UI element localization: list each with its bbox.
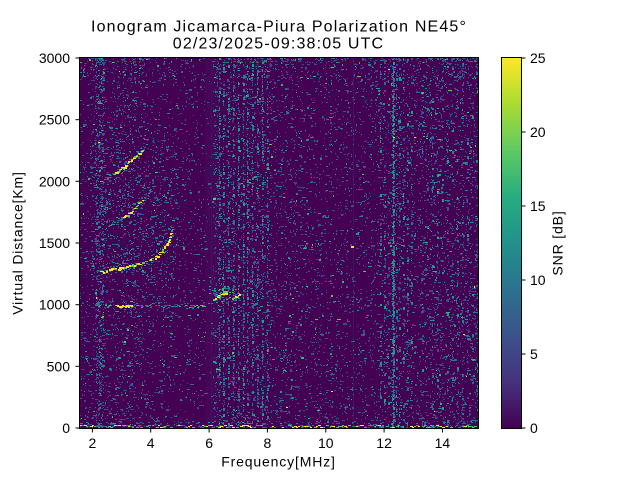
svg-text:2: 2 (89, 435, 97, 451)
svg-text:02/23/2025-09:38:05 UTC: 02/23/2025-09:38:05 UTC (173, 36, 384, 53)
svg-text:10: 10 (530, 272, 546, 288)
svg-text:25: 25 (530, 50, 546, 66)
svg-text:20: 20 (530, 124, 546, 140)
svg-text:12: 12 (376, 435, 392, 451)
svg-text:10: 10 (318, 435, 334, 451)
svg-text:SNR [dB]: SNR [dB] (550, 210, 566, 275)
svg-text:1000: 1000 (39, 297, 70, 313)
svg-text:14: 14 (435, 435, 451, 451)
svg-text:0: 0 (62, 420, 70, 436)
svg-text:6: 6 (205, 435, 213, 451)
svg-text:15: 15 (530, 198, 546, 214)
svg-text:1500: 1500 (39, 235, 70, 251)
svg-text:500: 500 (47, 358, 71, 374)
svg-text:0: 0 (530, 420, 538, 436)
svg-text:5: 5 (530, 346, 538, 362)
svg-text:8: 8 (264, 435, 272, 451)
svg-text:4: 4 (147, 435, 155, 451)
svg-text:2500: 2500 (39, 112, 70, 128)
svg-text:Frequency[MHz]: Frequency[MHz] (221, 454, 336, 470)
svg-text:Virtual Distance[Km]: Virtual Distance[Km] (10, 171, 26, 315)
svg-text:3000: 3000 (39, 50, 70, 66)
svg-text:Ionogram Jicamarca-Piura Polar: Ionogram Jicamarca-Piura Polarization NE… (91, 19, 467, 36)
svg-text:2000: 2000 (39, 173, 70, 189)
